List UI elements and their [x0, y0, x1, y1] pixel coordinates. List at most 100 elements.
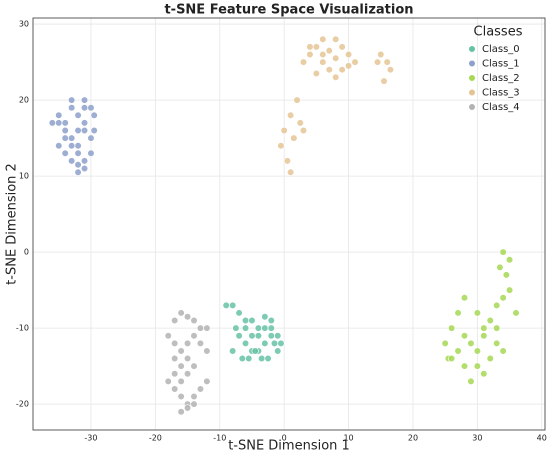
point [61, 126, 69, 135]
point [87, 104, 95, 112]
point [467, 377, 475, 385]
point [87, 149, 95, 157]
point [502, 271, 510, 279]
point [171, 385, 179, 393]
point [344, 50, 353, 59]
point [383, 58, 391, 66]
point [274, 347, 282, 355]
legend-label: Class_0 [482, 44, 520, 55]
point [74, 168, 82, 176]
y-tick-label: 10 [19, 172, 29, 181]
y-axis-label: t-SNE Dimension 2 [5, 163, 20, 285]
point [505, 286, 514, 294]
point [274, 332, 282, 340]
point [171, 354, 179, 363]
point [296, 119, 304, 127]
point [164, 332, 172, 340]
point [68, 142, 76, 150]
point [203, 324, 211, 332]
point [344, 62, 353, 70]
point [248, 332, 256, 340]
point [386, 66, 395, 74]
point [373, 58, 382, 66]
point [203, 347, 211, 355]
x-tick-label: -10 [213, 434, 226, 443]
point [68, 157, 76, 165]
plot-frame [32, 17, 546, 431]
point [183, 370, 192, 378]
point [480, 370, 488, 378]
legend-marker [468, 59, 476, 68]
point [261, 324, 269, 332]
point [338, 66, 346, 74]
point [177, 408, 185, 416]
point [267, 316, 275, 325]
point [319, 58, 327, 66]
point [55, 119, 63, 127]
point [448, 354, 456, 363]
point [203, 377, 211, 385]
x-tick-label: 30 [472, 434, 482, 443]
point [171, 339, 179, 347]
x-tick-label: -30 [84, 434, 97, 443]
point [254, 324, 263, 332]
point [454, 347, 462, 355]
point [493, 324, 501, 332]
point [190, 316, 198, 325]
legend-title: Classes [474, 25, 523, 40]
point [480, 324, 488, 332]
point [299, 126, 308, 135]
point [277, 339, 285, 347]
legend-label: Class_2 [482, 73, 520, 84]
x-tick-label: 10 [343, 434, 353, 443]
point [496, 263, 504, 271]
point [183, 354, 192, 363]
point [196, 324, 205, 332]
point [293, 96, 301, 104]
point [196, 385, 205, 393]
point [306, 43, 314, 51]
y-tick-label: -10 [16, 324, 29, 333]
point [254, 332, 263, 340]
point [267, 324, 275, 332]
point [164, 377, 172, 385]
legend-label: Class_4 [482, 102, 520, 113]
point [261, 339, 269, 347]
point [80, 104, 89, 112]
point [306, 50, 314, 59]
point [499, 294, 507, 302]
point [473, 362, 481, 370]
point [460, 294, 469, 302]
point [512, 309, 520, 317]
point [287, 111, 295, 119]
point [351, 58, 359, 66]
point [222, 301, 230, 309]
point [280, 126, 288, 135]
point [251, 347, 259, 355]
point [332, 54, 340, 62]
point [241, 339, 250, 347]
point [61, 119, 69, 127]
point [177, 309, 185, 317]
point [190, 400, 198, 408]
point [190, 332, 198, 340]
point [235, 332, 243, 340]
point [74, 126, 82, 135]
point [241, 324, 250, 332]
point [90, 126, 98, 135]
point [448, 324, 456, 332]
point [473, 347, 481, 355]
point [177, 392, 185, 401]
point [312, 69, 320, 78]
point [238, 354, 246, 363]
point [499, 347, 507, 355]
point [68, 104, 76, 112]
point [190, 362, 198, 370]
point [232, 324, 240, 332]
point [467, 339, 475, 347]
point [68, 134, 76, 142]
point [229, 347, 237, 355]
point [177, 377, 185, 385]
point [264, 354, 272, 363]
